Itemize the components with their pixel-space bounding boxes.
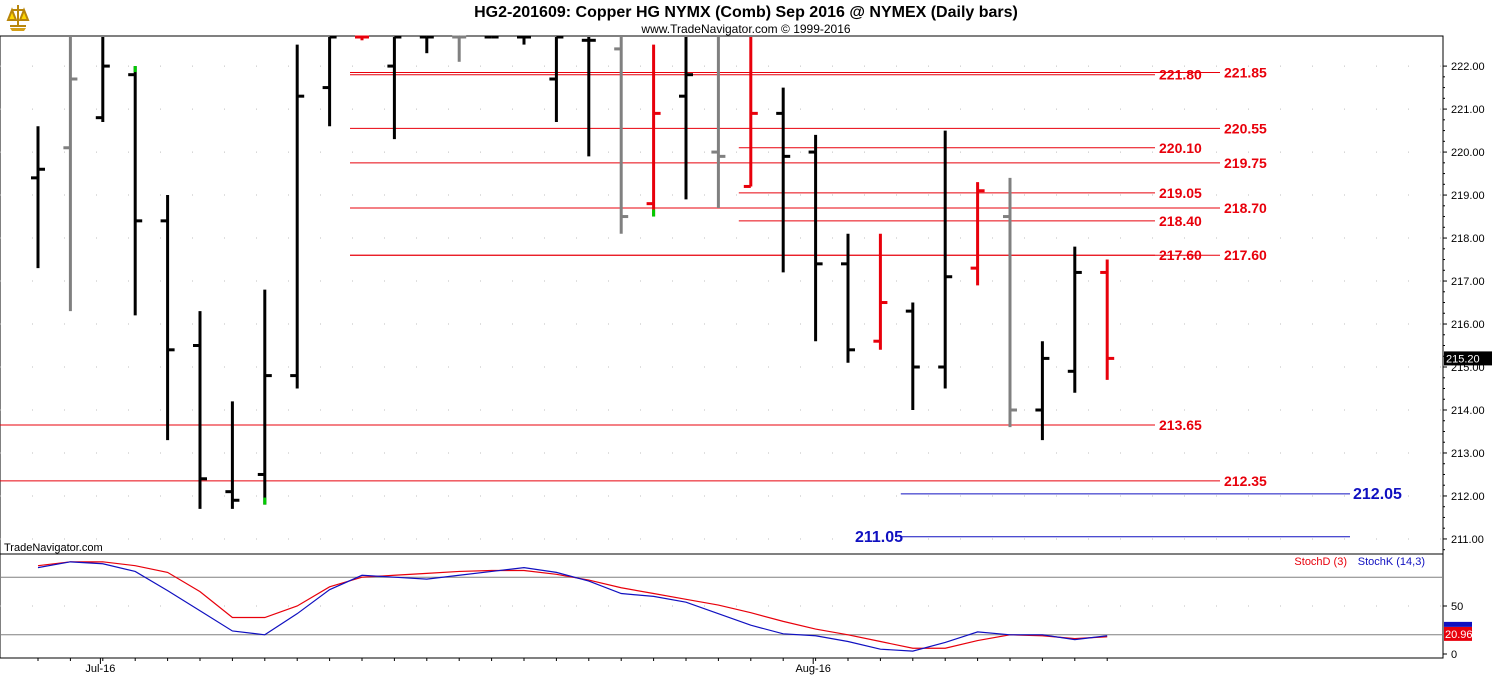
last-price-label: 215.20 (1446, 353, 1480, 365)
level-label-219-75: 219.75 (1224, 155, 1267, 171)
ohlc-bar-24 (808, 134, 823, 342)
stochastic-axis: 50 0 20.96 (1443, 601, 1473, 661)
ohlc-bar-15 (517, 35, 531, 45)
level-label-221-80: 221.80 (1159, 67, 1202, 83)
date-axis: Jul-16 Aug-16 (37, 658, 1108, 675)
ohlc-bar-28 (938, 130, 953, 389)
ohlc-bar-10 (355, 35, 369, 41)
x-tick-label-1: Aug-16 (795, 663, 830, 675)
ohlc-bar-29 (970, 182, 985, 286)
ohlc-bar-17 (581, 37, 596, 157)
ohlc-bar-2 (95, 37, 110, 122)
stoch-series-1 (37, 561, 1108, 652)
ohlc-bar-22 (743, 37, 758, 188)
ohlc-bar-18 (614, 37, 629, 234)
ohlc-bar-1 (63, 37, 78, 312)
stoch-tick-label-0: 50 (1451, 601, 1463, 613)
ohlc-bar-26 (873, 233, 888, 350)
level-label-211-05: 211.05 (855, 529, 903, 546)
ohlc-bar-5 (193, 311, 207, 509)
ohlc-bar-33 (1100, 259, 1115, 380)
price-tick-label-4: 218.00 (1451, 233, 1485, 245)
level-label-212-35: 212.35 (1224, 473, 1267, 489)
ohlc-bar-30 (1003, 177, 1017, 428)
stoch-tick-label-1: 0 (1451, 649, 1457, 661)
level-label-220-10: 220.10 (1159, 140, 1202, 156)
ohlc-bar-31 (1035, 341, 1050, 441)
level-label-212-05: 212.05 (1353, 486, 1402, 503)
stochastic-panel: StochD (3) StochK (14,3) (0, 553, 1444, 659)
stoch-last-label: 20.96 (1445, 629, 1473, 641)
trade-navigator-logo (6, 5, 30, 31)
level-label-217-60: 217.60 (1224, 247, 1267, 263)
ohlc-bar-25 (841, 233, 855, 363)
level-label-218-70: 218.70 (1224, 200, 1267, 216)
level-label-219-05: 219.05 (1159, 185, 1202, 201)
level-label-217-60: 217.60 (1159, 247, 1202, 263)
ohlc-bar-16 (549, 35, 564, 122)
price-axis: 222.00 221.00 220.00 219.00 218.00 217.00 216.… (1443, 61, 1492, 551)
ohlc-bar-8 (290, 44, 305, 389)
legend-stoch-k: StochK (14,3) (1358, 556, 1425, 568)
ohlc-bars (31, 35, 1115, 509)
price-tick-label-2: 220.00 (1451, 147, 1485, 159)
price-tick-label-9: 213.00 (1451, 448, 1485, 460)
ohlc-bar-11 (387, 35, 402, 140)
price-tick-label-3: 219.00 (1451, 190, 1485, 202)
ohlc-bar-9 (322, 35, 337, 127)
ohlc-bar-20 (679, 37, 693, 200)
ohlc-bar-6 (225, 401, 240, 509)
ohlc-bar-7 (257, 289, 272, 505)
level-label-213-65: 213.65 (1159, 417, 1202, 433)
level-label-220-55: 220.55 (1224, 120, 1267, 136)
price-grid (0, 65, 1443, 540)
price-tick-label-0: 222.00 (1451, 61, 1485, 73)
stochastic-lines (37, 561, 1108, 652)
ohlc-bar-4 (160, 195, 175, 441)
ohlc-bar-21 (711, 37, 726, 208)
last-price-box (1444, 351, 1492, 366)
chart-title: HG2-201609: Copper HG NYMX (Comb) Sep 20… (474, 4, 1018, 21)
level-label-218-40: 218.40 (1159, 213, 1202, 229)
price-tick-label-8: 214.00 (1451, 405, 1485, 417)
ohlc-bar-13 (452, 35, 467, 62)
price-tick-label-1: 221.00 (1451, 104, 1485, 116)
support-resistance-levels (0, 72, 1350, 538)
ohlc-bar-19 (646, 44, 661, 217)
ohlc-bar-12 (419, 35, 434, 54)
legend-stoch-d: StochD (3) (1294, 556, 1347, 568)
price-tick-label-10: 212.00 (1451, 491, 1485, 503)
level-labels: 221.80 221.85 220.55 220.10 219.75 219.05 218.… (855, 65, 1402, 546)
price-tick-label-11: 211.00 (1451, 534, 1484, 546)
chart-subtitle: www.TradeNavigator.com © 1999-2016 (640, 22, 850, 36)
price-tick-label-5: 217.00 (1451, 276, 1485, 288)
stoch-k-marker (1444, 621, 1472, 627)
ohlc-bar-32 (1067, 246, 1082, 393)
stochastic-grid (0, 576, 1443, 636)
x-tick-label-0: Jul-16 (85, 663, 115, 675)
stoch-last-box (1444, 626, 1472, 641)
ohlc-bar-23 (776, 87, 791, 273)
price-tick-label-6: 216.00 (1451, 319, 1485, 331)
price-panel: 221.80 221.85 220.55 220.10 219.75 219.05 218.… (0, 35, 1444, 555)
ohlc-bar-3 (128, 66, 143, 316)
level-label-221-85: 221.85 (1224, 65, 1267, 81)
ohlc-bar-0 (31, 126, 45, 269)
watermark-text: TradeNavigator.com (4, 542, 103, 554)
ohlc-bar-27 (905, 302, 920, 410)
